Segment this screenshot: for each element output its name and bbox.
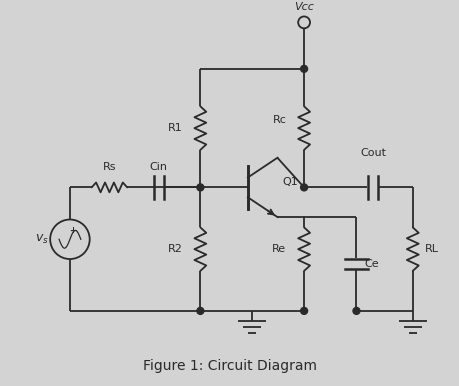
Circle shape <box>196 184 203 191</box>
Text: Rs: Rs <box>102 162 116 172</box>
Text: R2: R2 <box>168 244 182 254</box>
Text: RL: RL <box>424 244 438 254</box>
Text: R1: R1 <box>168 123 182 133</box>
Text: Q1: Q1 <box>282 178 297 188</box>
Circle shape <box>300 65 307 72</box>
Text: Figure 1: Circuit Diagram: Figure 1: Circuit Diagram <box>143 359 316 373</box>
Circle shape <box>300 308 307 314</box>
Text: Re: Re <box>272 244 285 254</box>
Circle shape <box>196 308 203 314</box>
Text: Vcc: Vcc <box>293 2 313 12</box>
Text: Rc: Rc <box>272 115 285 125</box>
Text: Cout: Cout <box>359 148 386 158</box>
Text: Ce: Ce <box>364 259 378 269</box>
Circle shape <box>352 308 359 314</box>
Text: $v_s$: $v_s$ <box>35 233 49 246</box>
Circle shape <box>300 184 307 191</box>
Text: Cin: Cin <box>150 162 168 172</box>
Text: +: + <box>69 226 76 235</box>
